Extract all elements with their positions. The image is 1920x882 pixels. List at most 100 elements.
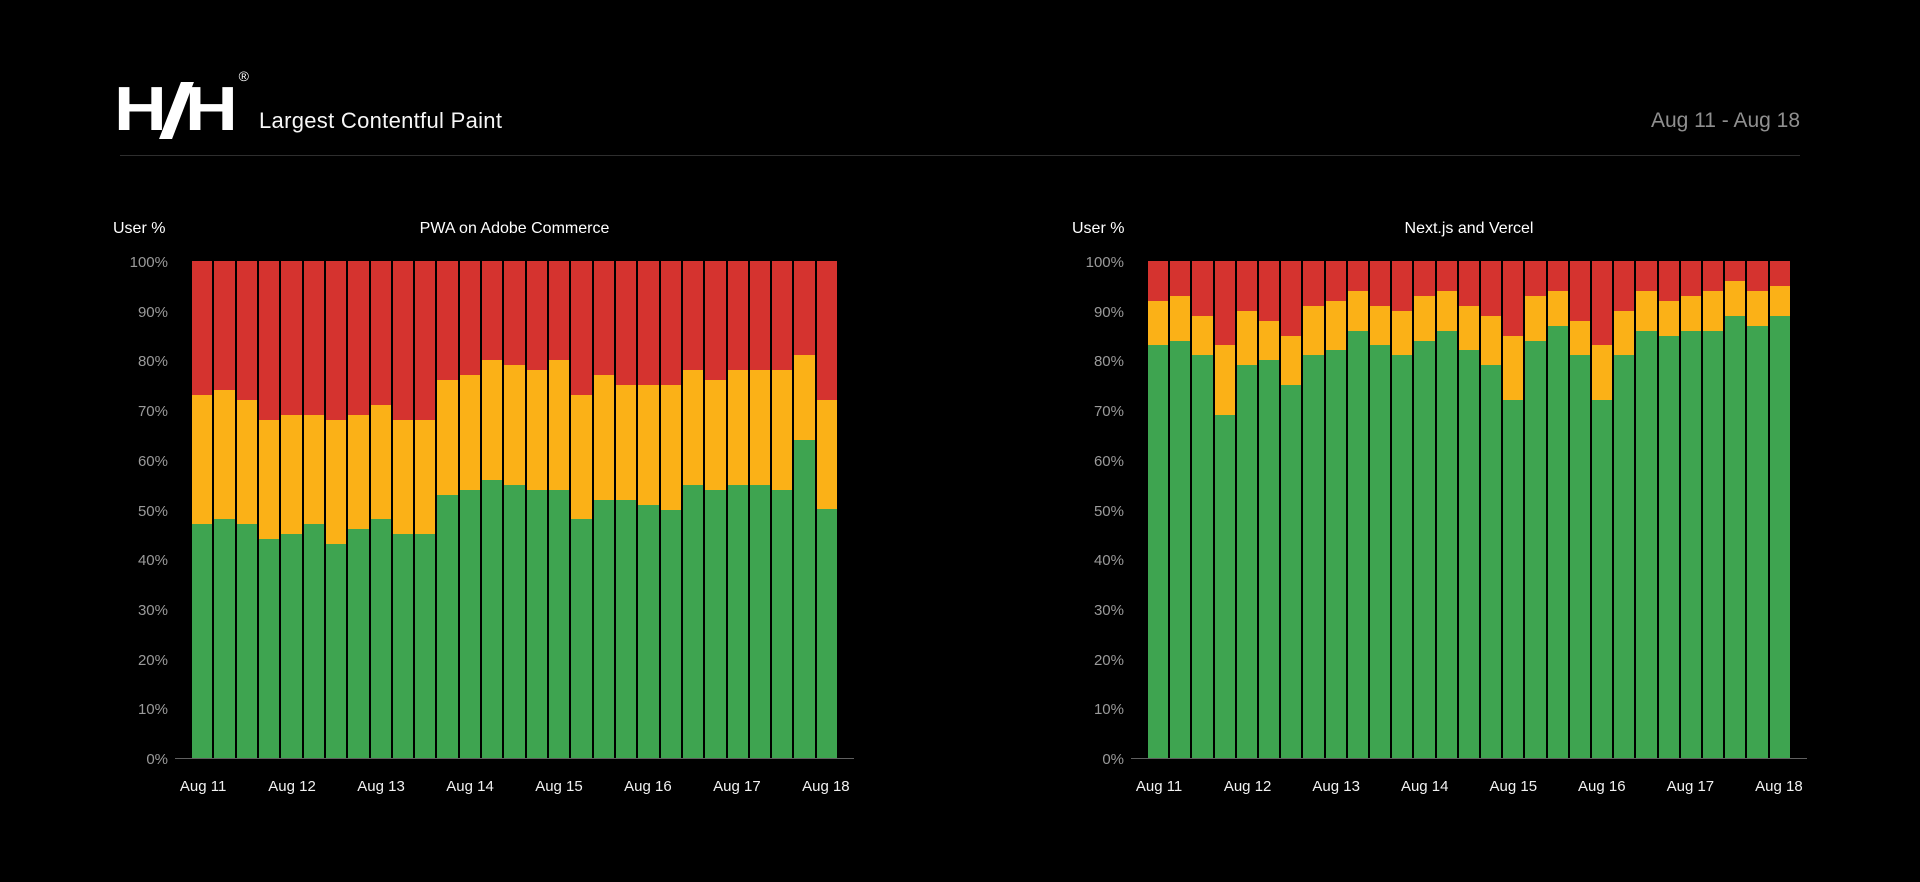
x-tick-label: Aug 13 — [1312, 778, 1360, 795]
bar-segment-poor — [526, 261, 547, 371]
x-tick-label: Aug 16 — [624, 778, 672, 795]
bar-segment-needs-improvement — [1547, 290, 1568, 326]
y-axis-title: User % — [1072, 220, 1125, 237]
bar-segment-good — [303, 524, 324, 758]
stacked-bar — [1214, 261, 1235, 758]
bar-segment-poor — [236, 261, 257, 401]
stacked-bar — [1703, 261, 1724, 758]
bar-segment-poor — [1392, 261, 1413, 311]
x-tick-label: Aug 11 — [1135, 778, 1183, 795]
bar-segment-good — [526, 489, 547, 758]
stacked-bar — [682, 261, 704, 758]
stacked-bar — [348, 261, 369, 758]
bar-segment-good — [1747, 325, 1768, 758]
stacked-bar — [1592, 261, 1613, 758]
bar-segment-good — [370, 519, 391, 758]
y-tick-label: 20% — [137, 651, 168, 669]
bar-segment-good — [459, 489, 481, 758]
bar-segment-good — [1370, 345, 1391, 758]
bar-segment-poor — [303, 261, 324, 416]
bar-segment-needs-improvement — [727, 370, 748, 485]
stacked-bar — [437, 261, 458, 758]
bar-segment-good — [1636, 330, 1657, 758]
bar-segment-poor — [1170, 261, 1191, 296]
bar-segment-good — [1547, 325, 1568, 758]
bar-segment-good — [638, 504, 659, 758]
bar-segment-poor — [1236, 261, 1258, 311]
stacked-bar — [705, 261, 726, 758]
stacked-bar — [370, 261, 391, 758]
bar-segment-needs-improvement — [1214, 345, 1235, 416]
y-tick-label: 60% — [137, 452, 168, 470]
bar-segment-needs-improvement — [1303, 305, 1324, 356]
stacked-bar — [816, 261, 838, 758]
bar-segment-poor — [504, 261, 525, 366]
bar-segment-needs-improvement — [549, 360, 570, 490]
bar-segment-good — [1148, 345, 1169, 758]
bar-segment-needs-improvement — [1525, 295, 1546, 341]
stacked-bar — [1769, 261, 1790, 758]
bar-segment-needs-improvement — [415, 420, 436, 535]
x-tick-label: Aug 12 — [1223, 778, 1272, 795]
bar-segment-needs-improvement — [258, 420, 280, 540]
bar-segment-good — [549, 489, 570, 758]
stacked-bar — [392, 261, 414, 758]
x-tick-label: Aug 18 — [802, 778, 850, 795]
bar-segment-poor — [638, 261, 659, 386]
bar-segment-good — [348, 529, 369, 758]
bar-segment-good — [1481, 365, 1502, 758]
stacked-bar — [258, 261, 280, 758]
stacked-bar — [482, 261, 503, 758]
stacked-bar — [1414, 261, 1435, 758]
stacked-bar — [1525, 261, 1546, 758]
stacked-bar — [1370, 261, 1391, 758]
bar-segment-good — [816, 509, 838, 758]
y-tick-label: 100% — [1085, 253, 1124, 271]
stacked-bar-plot — [1148, 261, 1790, 758]
bar-segment-needs-improvement — [794, 355, 815, 440]
bar-segment-good — [1769, 315, 1790, 758]
bar-segment-needs-improvement — [482, 360, 503, 480]
bar-segment-needs-improvement — [1170, 295, 1191, 341]
y-tick-label: 100% — [129, 253, 168, 271]
bar-segment-poor — [325, 261, 347, 421]
bar-segment-needs-improvement — [1148, 300, 1169, 346]
stacked-bar — [1436, 261, 1457, 758]
bar-segment-good — [482, 479, 503, 758]
stacked-bar — [1569, 261, 1591, 758]
x-tick-label: Aug 14 — [1400, 778, 1449, 795]
stacked-bar — [1259, 261, 1280, 758]
bar-segment-poor — [1725, 261, 1746, 281]
bar-segment-poor — [1370, 261, 1391, 306]
bar-segment-good — [258, 539, 280, 758]
x-tick-label: Aug 18 — [1755, 778, 1803, 795]
stacked-bar — [1547, 261, 1568, 758]
bar-segment-good — [794, 439, 815, 758]
bar-segment-poor — [549, 261, 570, 361]
stacked-bar — [638, 261, 659, 758]
stacked-bar — [1347, 261, 1369, 758]
bar-segment-needs-improvement — [571, 395, 592, 520]
bar-segment-good — [1392, 355, 1413, 758]
bar-segment-good — [214, 519, 235, 758]
stacked-bar — [749, 261, 771, 758]
stacked-bar — [236, 261, 257, 758]
bar-segment-good — [1525, 340, 1546, 758]
bar-segment-poor — [705, 261, 726, 381]
stacked-bar — [1747, 261, 1768, 758]
stacked-bar — [1680, 261, 1702, 758]
bar-segment-needs-improvement — [281, 415, 302, 535]
bar-segment-good — [749, 484, 771, 758]
bar-segment-needs-improvement — [325, 420, 347, 545]
bar-segment-needs-improvement — [1503, 335, 1524, 401]
stacked-bar — [1303, 261, 1324, 758]
bar-segment-good — [1325, 350, 1346, 758]
bar-segment-poor — [749, 261, 771, 371]
bar-segment-needs-improvement — [1236, 310, 1258, 366]
chart-nextjs-vercel: User % Next.js and Vercel 100% 90% 80% 70% 6… — [1072, 212, 1807, 832]
bar-segment-needs-improvement — [1192, 315, 1213, 356]
y-tick-label: 90% — [137, 303, 168, 321]
x-tick-label: Aug 12 — [268, 778, 316, 795]
stacked-bar — [1392, 261, 1413, 758]
bar-segment-poor — [415, 261, 436, 421]
